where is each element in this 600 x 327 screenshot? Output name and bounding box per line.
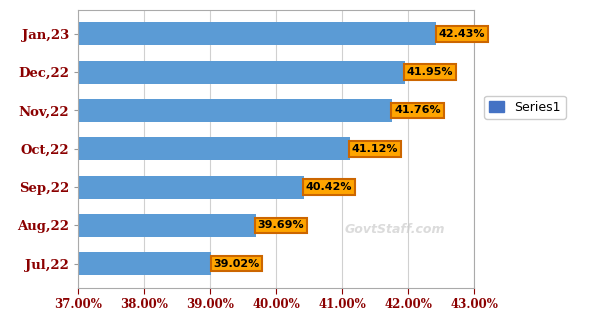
Text: 41.76%: 41.76%	[394, 106, 441, 115]
Text: 39.69%: 39.69%	[257, 220, 304, 230]
Text: 42.43%: 42.43%	[439, 29, 485, 39]
Bar	[78, 252, 211, 275]
Text: 41.95%: 41.95%	[407, 67, 453, 77]
Text: 39.02%: 39.02%	[214, 259, 260, 269]
Bar	[78, 214, 256, 237]
Bar	[78, 61, 405, 84]
Bar	[78, 176, 304, 198]
Bar	[78, 23, 436, 45]
Bar	[78, 137, 350, 160]
Bar	[78, 99, 392, 122]
Legend: Series1: Series1	[484, 95, 566, 119]
Text: 41.12%: 41.12%	[352, 144, 398, 154]
Text: GovtStaff.com: GovtStaff.com	[344, 223, 445, 236]
Text: 40.42%: 40.42%	[306, 182, 352, 192]
